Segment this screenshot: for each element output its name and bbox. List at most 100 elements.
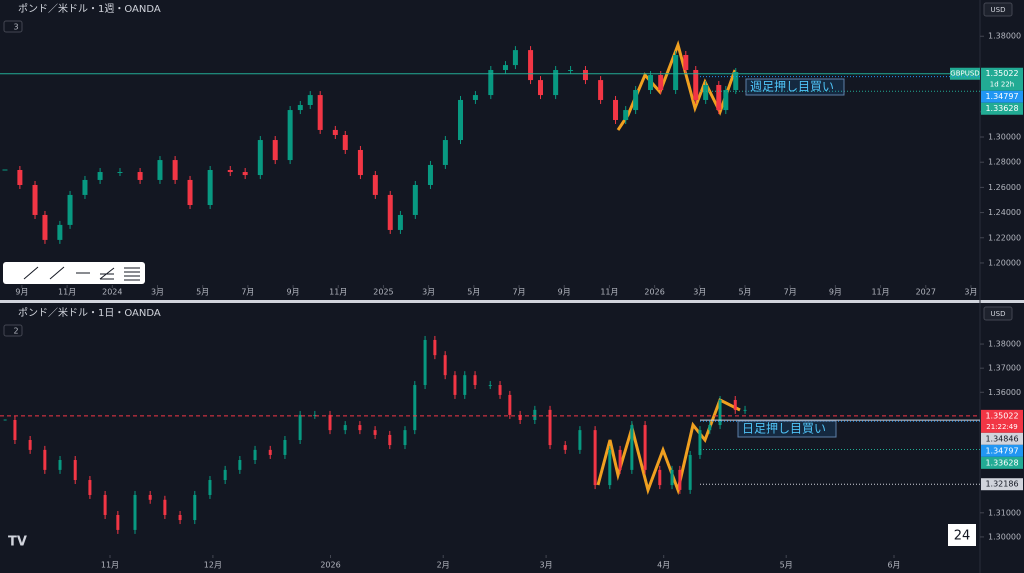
candle-body — [678, 469, 682, 490]
candle-body — [512, 50, 518, 66]
x-tick-label: 11月 — [600, 288, 618, 297]
candle-body — [287, 110, 293, 161]
candle-body — [208, 480, 212, 495]
price-label-bg — [981, 67, 1023, 80]
countdown: 1d 22h — [990, 81, 1014, 89]
countdown-bg — [981, 420, 1023, 433]
candle-body — [242, 172, 248, 176]
candle-body — [498, 385, 502, 395]
candle-body — [412, 184, 418, 215]
drawing-toolbar[interactable] — [3, 262, 145, 284]
candle-body — [623, 110, 629, 120]
candle-body — [643, 425, 647, 470]
tool-icon[interactable] — [49, 266, 65, 280]
candle-body — [117, 172, 123, 174]
candle-body — [458, 99, 464, 141]
candle-body — [427, 164, 433, 185]
candle-body — [723, 90, 729, 111]
price-label: 1.35022 — [985, 411, 1018, 420]
x-tick-label: 9月 — [829, 288, 842, 297]
candle-body — [633, 90, 639, 111]
candle-body — [553, 69, 559, 96]
candle-body — [743, 409, 747, 411]
candle-body — [528, 50, 534, 81]
tool-icon[interactable] — [23, 266, 39, 280]
candle-body — [488, 385, 492, 387]
x-tick-label: 2026 — [644, 288, 664, 297]
x-tick-label: 2027 — [916, 288, 936, 297]
candle-body — [73, 460, 77, 481]
candle-body — [423, 339, 427, 386]
annotation-box — [745, 78, 845, 96]
badge-box — [3, 20, 23, 33]
candle-body — [673, 55, 679, 91]
candle-body — [193, 494, 197, 521]
candle-body — [472, 95, 478, 100]
x-tick-label: 4月 — [657, 561, 670, 570]
candle-body — [42, 214, 48, 240]
candle-body — [67, 194, 73, 225]
candle-body — [137, 172, 143, 180]
candle-body — [518, 414, 522, 420]
candle-body — [163, 499, 167, 515]
currency: USD — [991, 6, 1006, 14]
y-tick-label: 1.24000 — [988, 208, 1021, 217]
candle-body — [598, 80, 604, 100]
candle-body — [618, 449, 622, 470]
x-tick-label: 12月 — [204, 561, 222, 570]
annotation: 週足押し目買い — [750, 80, 834, 94]
candle-body — [172, 160, 178, 180]
candle-body — [116, 514, 120, 530]
chart-title: ポンド／米ドル・1日・OANDA — [18, 306, 161, 319]
candle-body — [88, 480, 92, 495]
price-label: 1.34797 — [985, 92, 1018, 101]
price-label: 1.32186 — [985, 480, 1018, 489]
candle-body — [578, 430, 582, 450]
x-tick-label: 9月 — [558, 288, 571, 297]
countdown: 21:22:49 — [986, 423, 1017, 431]
candle-body — [298, 414, 302, 441]
candle-body — [593, 430, 597, 486]
countdown-bg — [981, 78, 1023, 91]
price-label-bg — [981, 90, 1023, 103]
y-tick-label: 1.37000 — [988, 364, 1021, 373]
candle-body — [413, 385, 417, 431]
candle-body — [268, 449, 272, 455]
pane-divider — [0, 300, 1024, 303]
price-label-bg — [981, 432, 1023, 445]
price-label: 1.34797 — [985, 446, 1018, 455]
price-label-bg — [981, 102, 1023, 115]
candle-body — [257, 140, 263, 176]
symbol-label: GBPUSD — [950, 70, 979, 78]
annotation-box — [737, 420, 837, 438]
candle-body — [307, 95, 313, 106]
candle-body — [32, 184, 38, 215]
candle-body — [297, 105, 303, 111]
x-tick-label: 11月 — [329, 288, 347, 297]
currency: USD — [991, 310, 1006, 318]
candle-body — [58, 460, 62, 470]
price-label: 1.34846 — [985, 434, 1018, 443]
candle-body — [358, 425, 362, 431]
candle-body — [223, 469, 227, 481]
candle-body — [207, 170, 213, 206]
x-tick-label: 5月 — [738, 288, 751, 297]
price-label-bg — [981, 409, 1023, 422]
candle-body — [563, 445, 567, 450]
candle-body — [488, 69, 494, 96]
toolbar-bg — [3, 262, 145, 284]
candle-body — [548, 409, 552, 446]
tool-icon[interactable] — [124, 267, 140, 281]
x-tick-label: 3月 — [151, 288, 164, 297]
candle-body — [313, 414, 317, 416]
y-tick-label: 1.26000 — [988, 183, 1021, 192]
tool-icon[interactable] — [99, 267, 115, 280]
x-tick-label: 2026 — [320, 561, 340, 570]
x-tick-label: 5月 — [467, 288, 480, 297]
symbol-bg — [950, 67, 980, 80]
x-tick-label: 2024 — [102, 288, 122, 297]
candle-body — [57, 224, 63, 240]
candle-body — [453, 375, 457, 395]
candle-body — [82, 179, 88, 195]
x-tick-label: 5月 — [780, 561, 793, 570]
